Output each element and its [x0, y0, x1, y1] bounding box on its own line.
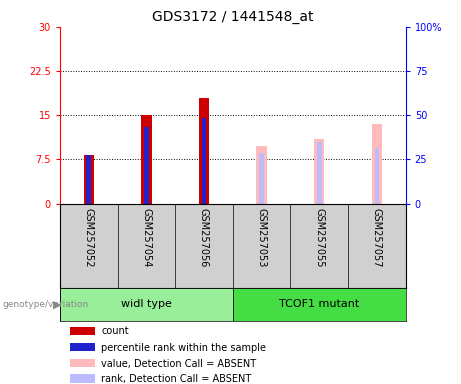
Text: GSM257056: GSM257056 — [199, 208, 209, 267]
Text: genotype/variation: genotype/variation — [2, 300, 89, 309]
Text: value, Detection Call = ABSENT: value, Detection Call = ABSENT — [101, 359, 256, 369]
Bar — [314, 139, 325, 204]
Text: GSM257055: GSM257055 — [314, 208, 324, 267]
Bar — [374, 147, 379, 204]
Bar — [144, 127, 148, 204]
Bar — [372, 124, 382, 204]
Bar — [70, 359, 95, 367]
Bar — [60, 288, 233, 321]
Text: widl type: widl type — [121, 299, 172, 310]
Title: GDS3172 / 1441548_at: GDS3172 / 1441548_at — [152, 10, 313, 25]
Text: GSM257052: GSM257052 — [84, 208, 94, 267]
Bar — [317, 142, 321, 204]
Text: GSM257054: GSM257054 — [142, 208, 151, 267]
Bar — [259, 154, 264, 204]
Text: percentile rank within the sample: percentile rank within the sample — [101, 343, 266, 353]
Bar — [70, 327, 95, 335]
Text: ▶: ▶ — [53, 299, 61, 310]
Bar — [86, 155, 91, 204]
Bar — [199, 98, 209, 204]
Text: rank, Detection Call = ABSENT: rank, Detection Call = ABSENT — [101, 374, 252, 384]
Bar — [256, 146, 267, 204]
Text: GSM257053: GSM257053 — [257, 208, 266, 267]
Bar — [70, 343, 95, 351]
Text: count: count — [101, 326, 129, 336]
Bar — [233, 288, 406, 321]
Text: GSM257057: GSM257057 — [372, 208, 382, 267]
Bar — [70, 374, 95, 383]
Bar — [201, 118, 206, 204]
Bar — [83, 155, 94, 204]
Bar — [141, 114, 152, 204]
Text: TCOF1 mutant: TCOF1 mutant — [279, 299, 360, 310]
